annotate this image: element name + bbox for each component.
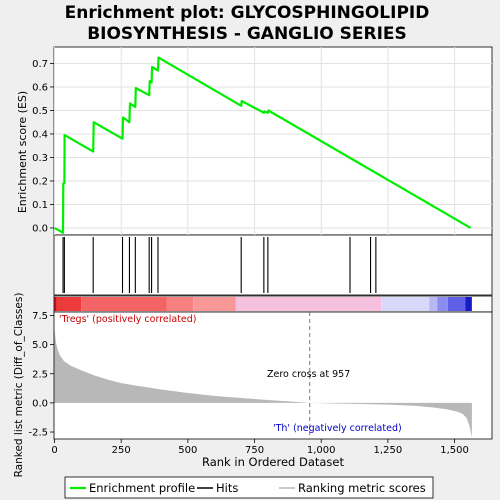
hits-panel bbox=[53, 234, 493, 296]
x-tick-label: 0 bbox=[51, 445, 57, 456]
ranking-y-axis: -2.5 0.0 2.5 5.0 7.5 bbox=[28, 311, 54, 439]
es-y-tick-label: 0.4 bbox=[32, 129, 48, 140]
chart-title-line-1: Enrichment plot: GLYCOSPHINGOLIPID bbox=[65, 3, 430, 23]
es-y-tick-label: 0.5 bbox=[32, 106, 48, 117]
ranking-y-axis-label: Ranked list metric (Diff_of_Classes) bbox=[13, 293, 25, 478]
es-y-tick-label: 0.6 bbox=[32, 82, 48, 93]
x-tick-label: 1,500 bbox=[440, 445, 469, 456]
legend bbox=[64, 476, 434, 499]
legend-ranking-metric-scores: Ranking metric scores bbox=[298, 481, 426, 495]
es-y-tick-label: 0.1 bbox=[32, 200, 48, 211]
legend-hits: Hits bbox=[216, 481, 238, 495]
ranking-y-tick-label: -2.5 bbox=[28, 428, 48, 439]
enrichment-profile-line bbox=[53, 56, 472, 234]
hits-marks bbox=[62, 237, 377, 293]
heat-band-segment bbox=[429, 297, 438, 311]
es-y-tick-label: 0.7 bbox=[32, 59, 48, 70]
heat-band-segment bbox=[235, 297, 382, 311]
x-tick-label: 500 bbox=[178, 445, 197, 456]
es-y-axis: 0.0 0.1 0.2 0.3 0.4 0.5 0.6 0.7 bbox=[32, 59, 54, 234]
ranking-y-tick-label: 5.0 bbox=[32, 340, 48, 351]
heat-band-segment bbox=[81, 297, 167, 311]
chart-title-line-2: BIOSYNTHESIS - GANGLIO SERIES bbox=[87, 24, 407, 44]
ranking-y-tick-label: 2.5 bbox=[32, 369, 48, 380]
heat-band-segment bbox=[56, 297, 82, 311]
es-panel bbox=[53, 46, 493, 236]
es-y-tick-label: 0.2 bbox=[32, 176, 48, 187]
x-axis-label: Rank in Ordered Dataset bbox=[202, 455, 345, 469]
x-tick-label: 250 bbox=[112, 445, 131, 456]
x-tick-label: 1,000 bbox=[307, 445, 336, 456]
es-y-tick-label: 0.3 bbox=[32, 153, 48, 164]
heat-band-segment bbox=[465, 297, 472, 311]
legend-enrichment-profile: Enrichment profile bbox=[89, 481, 195, 495]
x-tick-label: 1,250 bbox=[374, 445, 403, 456]
heat-band-segment bbox=[193, 297, 236, 311]
ranking-y-tick-label: 0.0 bbox=[32, 398, 48, 409]
positive-correlation-label: 'Tregs' (positively correlated) bbox=[59, 314, 197, 325]
ranking-panel bbox=[53, 311, 493, 440]
es-gridlines bbox=[54, 47, 492, 235]
heat-band-segment bbox=[437, 297, 448, 311]
heat-band bbox=[54, 297, 472, 311]
heat-band-segment bbox=[166, 297, 194, 311]
negative-correlation-label: 'Th' (negatively correlated) bbox=[273, 423, 402, 434]
heat-band-segment bbox=[447, 297, 466, 311]
ranking-y-tick-label: 7.5 bbox=[32, 311, 48, 322]
x-tick-label: 750 bbox=[245, 445, 264, 456]
heat-band-segment bbox=[54, 297, 57, 311]
es-y-axis-label: Enrichment score (ES) bbox=[16, 91, 29, 213]
zero-cross-label: Zero cross at 957 bbox=[267, 369, 350, 380]
heat-band-segment bbox=[381, 297, 430, 311]
es-y-tick-label: 0.0 bbox=[32, 223, 48, 234]
x-axis: 0 250 500 750 1,000 1,250 1,500 bbox=[51, 439, 469, 456]
